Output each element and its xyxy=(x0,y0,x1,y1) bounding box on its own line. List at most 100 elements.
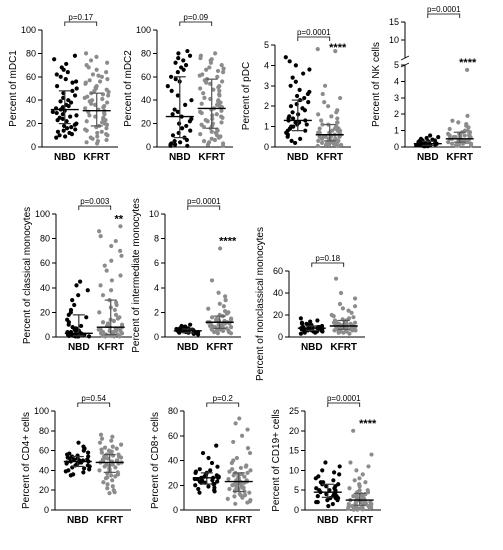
data-point-kfrt xyxy=(198,132,203,137)
y-tick-label: 80 xyxy=(168,406,178,416)
data-point-kfrt xyxy=(243,464,248,469)
data-point-kfrt xyxy=(228,325,234,330)
data-point-nbd xyxy=(60,112,65,117)
data-point-kfrt xyxy=(118,442,124,447)
data-point-kfrt xyxy=(354,468,359,473)
data-point-nbd xyxy=(283,55,288,60)
data-point-nbd xyxy=(290,75,295,80)
y-tick-label: 80 xyxy=(26,48,36,58)
data-point-kfrt xyxy=(215,331,221,336)
data-point-kfrt xyxy=(94,141,100,146)
data-point-kfrt xyxy=(90,72,96,77)
data-point-nbd xyxy=(54,110,59,116)
data-point-nbd xyxy=(215,464,220,469)
y-axis-label: Percent of pDC xyxy=(241,62,252,130)
y-tick-label: 100 xyxy=(35,209,50,219)
data-point-kfrt xyxy=(315,143,320,149)
data-point-kfrt xyxy=(212,329,217,335)
data-point-kfrt xyxy=(99,436,105,441)
data-point-kfrt xyxy=(105,77,110,82)
data-point-nbd xyxy=(175,93,180,98)
data-point-kfrt xyxy=(336,330,341,335)
data-point-kfrt xyxy=(220,115,225,120)
data-point-kfrt xyxy=(227,486,232,492)
data-point-nbd xyxy=(308,319,313,324)
data-point-nbd xyxy=(58,74,63,79)
data-point-kfrt xyxy=(209,136,214,141)
data-point-kfrt xyxy=(87,113,92,118)
data-point-kfrt xyxy=(219,120,224,125)
data-point-kfrt xyxy=(101,480,106,485)
significance-bracket xyxy=(64,21,98,26)
data-point-kfrt xyxy=(331,314,336,319)
data-point-kfrt xyxy=(332,328,337,333)
data-point-kfrt xyxy=(103,117,108,123)
data-point-kfrt xyxy=(320,91,325,97)
y-tick-label: 20 xyxy=(273,310,283,320)
data-point-kfrt xyxy=(217,301,222,306)
data-point-kfrt xyxy=(201,139,207,144)
data-point-nbd xyxy=(85,450,91,455)
data-point-kfrt xyxy=(98,283,103,288)
p-value-label: p=0.0001 xyxy=(427,5,461,14)
significance-bracket xyxy=(179,21,213,26)
data-point-nbd xyxy=(206,484,211,489)
data-point-nbd xyxy=(314,486,319,491)
data-point-nbd xyxy=(304,122,309,127)
data-point-kfrt xyxy=(317,130,322,135)
data-point-kfrt xyxy=(322,100,327,105)
data-point-kfrt xyxy=(317,126,322,131)
data-point-nbd xyxy=(193,483,198,488)
data-point-nbd xyxy=(335,498,340,503)
data-point-nbd xyxy=(58,99,63,104)
data-point-kfrt xyxy=(97,468,102,473)
data-point-kfrt xyxy=(109,278,115,283)
data-point-nbd xyxy=(176,55,181,61)
data-point-kfrt xyxy=(357,476,362,481)
data-point-kfrt xyxy=(111,334,117,339)
y-tick-label: 40 xyxy=(141,95,151,105)
data-point-nbd xyxy=(72,53,78,58)
data-point-kfrt xyxy=(248,468,253,473)
data-point-kfrt xyxy=(106,89,111,95)
data-point-nbd xyxy=(76,440,81,445)
y-tick-label: 60 xyxy=(273,266,283,276)
panel-NK: 5 10 15 0 1 2 3 4 Percent of NK cells NBD KFRT p=0.… xyxy=(371,5,481,163)
data-point-nbd xyxy=(176,51,181,56)
data-point-kfrt xyxy=(109,243,114,249)
p-value-label: p=0.0001 xyxy=(297,28,331,37)
data-point-kfrt xyxy=(99,129,104,134)
y-tick-label: 4 xyxy=(154,283,159,293)
y-tick-label: 20 xyxy=(168,480,178,490)
data-point-kfrt xyxy=(240,495,245,500)
significance-stars: **** xyxy=(329,42,347,54)
data-point-kfrt xyxy=(94,54,99,60)
data-point-kfrt xyxy=(102,112,107,117)
data-point-nbd xyxy=(175,109,180,114)
y-tick-label: 100 xyxy=(34,406,49,416)
data-point-nbd xyxy=(55,129,61,134)
data-point-kfrt xyxy=(367,505,372,511)
x-tick-label-kfrt: KFRT xyxy=(446,152,473,163)
data-point-kfrt xyxy=(456,120,461,125)
data-point-nbd xyxy=(295,122,300,127)
p-value-label: p=0.09 xyxy=(183,13,208,22)
y-tick-label: 15 xyxy=(289,446,299,456)
data-point-kfrt xyxy=(447,126,452,132)
data-point-kfrt xyxy=(320,122,325,127)
data-point-kfrt xyxy=(89,101,94,106)
data-point-kfrt xyxy=(351,494,356,499)
data-point-kfrt xyxy=(462,133,467,138)
panel-pDC: 0 1 2 3 4 5 Percent of pDC NBD KFRT p=0.0001 **** xyxy=(241,28,351,163)
data-point-kfrt xyxy=(247,490,252,495)
y-tick-label: 10 xyxy=(389,35,399,45)
data-point-nbd xyxy=(193,470,198,475)
y-axis-label: Percent of CD19+ cells xyxy=(271,409,282,512)
data-point-nbd xyxy=(289,138,294,143)
x-tick-label-kfrt: KFRT xyxy=(206,342,233,353)
x-tick-label-nbd: NBD xyxy=(68,342,90,353)
data-point-kfrt xyxy=(238,465,244,471)
x-tick-label-nbd: NBD xyxy=(196,515,218,526)
data-point-kfrt xyxy=(335,116,340,121)
